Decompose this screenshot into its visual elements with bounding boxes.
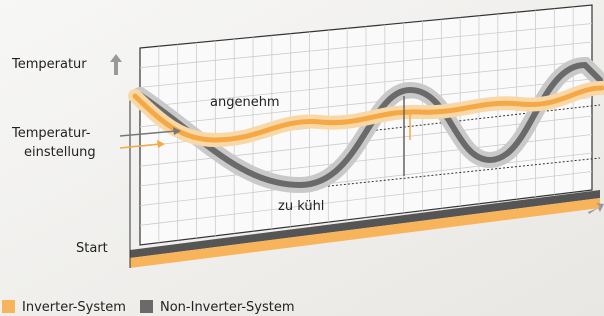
legend-swatch	[2, 300, 15, 313]
label-setting: Temperatur-	[11, 126, 91, 141]
label-comfortable: angenehm	[210, 95, 280, 110]
legend-swatch	[140, 300, 153, 313]
page: Temperatur Temperatur- einstellung angen…	[0, 0, 604, 316]
label-too-cool: zu kühl	[278, 199, 324, 214]
label-start: Start	[76, 241, 108, 256]
diagram: Temperatur Temperatur- einstellung angen…	[0, 0, 604, 316]
label-setting: einstellung	[24, 145, 96, 160]
legend-label: Inverter-System	[22, 300, 126, 315]
legend-label: Non-Inverter-System	[160, 300, 295, 315]
label-temperature: Temperatur	[11, 57, 87, 72]
